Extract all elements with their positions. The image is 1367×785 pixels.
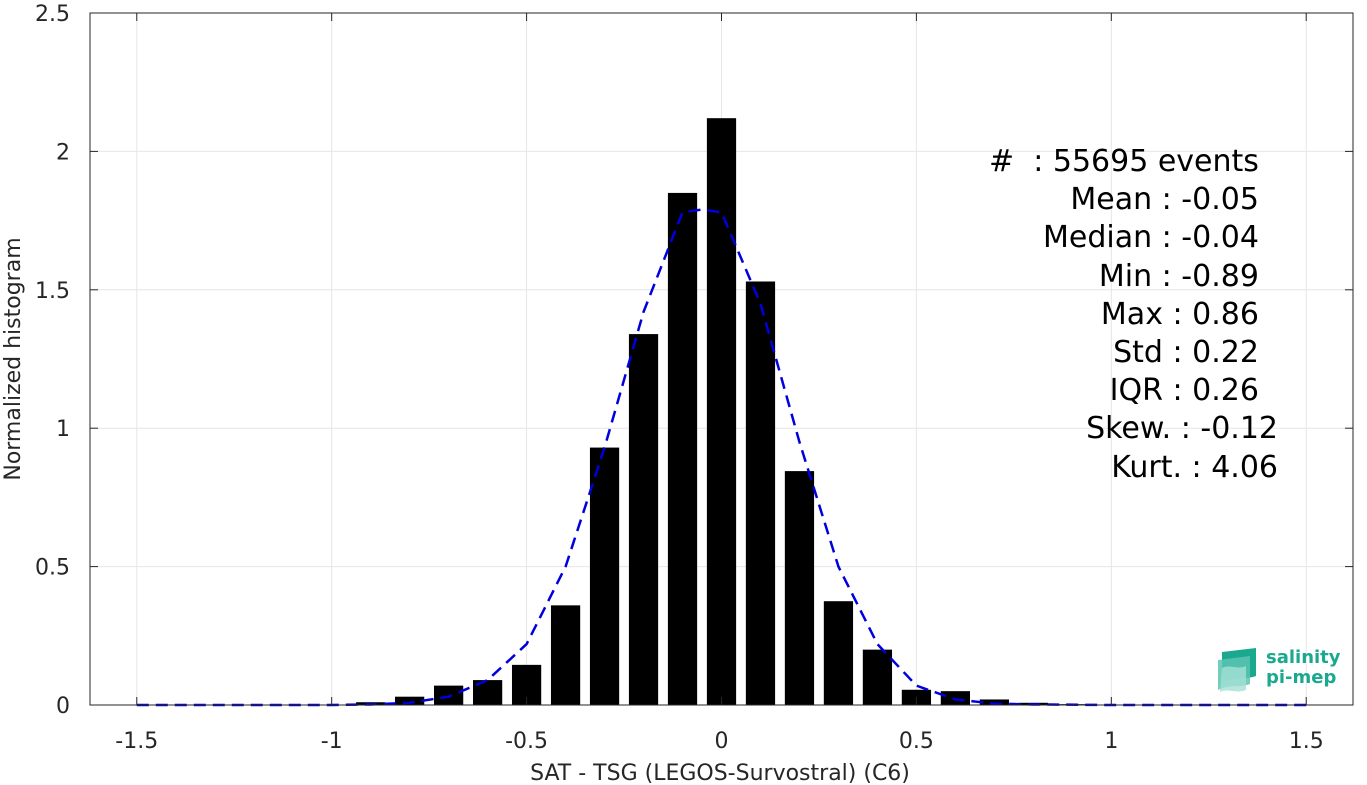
stat-kurt: Kurt. : 4.06 — [1111, 449, 1278, 485]
logo-text: salinity pi-mep — [1266, 648, 1341, 688]
histogram-bar — [434, 685, 464, 705]
stat-iqr: IQR : 0.26 — [1109, 373, 1278, 409]
stat-events: # : 55695 events — [989, 144, 1278, 179]
logo-line-1: salinity — [1266, 647, 1341, 668]
x-tick-label: -1 — [321, 729, 343, 754]
x-tick-label: -1.5 — [115, 729, 158, 754]
y-tick-label: 1.5 — [35, 279, 70, 304]
histogram-bar — [589, 447, 620, 705]
bars-layer — [356, 118, 1087, 706]
x-tick-label: 0 — [715, 729, 729, 754]
y-tick-label: 2.5 — [35, 2, 70, 27]
x-tick-label: 1.5 — [1289, 729, 1324, 754]
histogram-bar — [550, 605, 581, 705]
x-tick-label: -0.5 — [505, 729, 548, 754]
stats-annotation: # : 55695 events Mean : -0.05 Median : -… — [989, 143, 1278, 487]
histogram-bar — [745, 281, 776, 705]
stat-std: Std : 0.22 — [1113, 335, 1278, 371]
histogram-bar — [628, 334, 659, 705]
histogram-bar — [706, 118, 737, 705]
y-tick-label: 2 — [56, 140, 70, 165]
histogram-bar — [395, 696, 425, 705]
y-tick-label: 0 — [56, 694, 70, 719]
wave-logo-icon — [1218, 648, 1256, 692]
ticks-layer: -1.5 -1 -0.5 0 0.5 1 1.5 0 0.5 1 1.5 2 2.5 — [35, 2, 1353, 754]
histogram-bar — [667, 192, 698, 706]
salinity-pi-mep-logo: salinity pi-mep — [1216, 646, 1346, 696]
stat-mean: Mean : -0.05 — [1070, 182, 1278, 218]
logo-line-2: pi-mep — [1266, 667, 1337, 688]
y-axis-label: Normalized histogram — [1, 237, 26, 480]
x-tick-label: 0.5 — [899, 729, 934, 754]
y-tick-label: 1 — [56, 417, 70, 442]
stat-min: Min : -0.89 — [1098, 258, 1278, 294]
stat-median: Median : -0.04 — [1043, 220, 1278, 256]
y-tick-label: 0.5 — [35, 556, 70, 581]
histogram-bar — [823, 601, 854, 705]
stat-max: Max : 0.86 — [1100, 296, 1278, 332]
histogram-bar — [784, 471, 815, 705]
histogram-bar — [979, 699, 1009, 705]
x-tick-label: 1 — [1104, 729, 1118, 754]
x-axis-label: SAT - TSG (LEGOS-Survostral) (C6) — [530, 761, 910, 785]
histogram-bar — [940, 691, 971, 705]
stat-skew: Skew. : -0.12 — [1086, 411, 1278, 447]
histogram-bar — [862, 649, 893, 705]
